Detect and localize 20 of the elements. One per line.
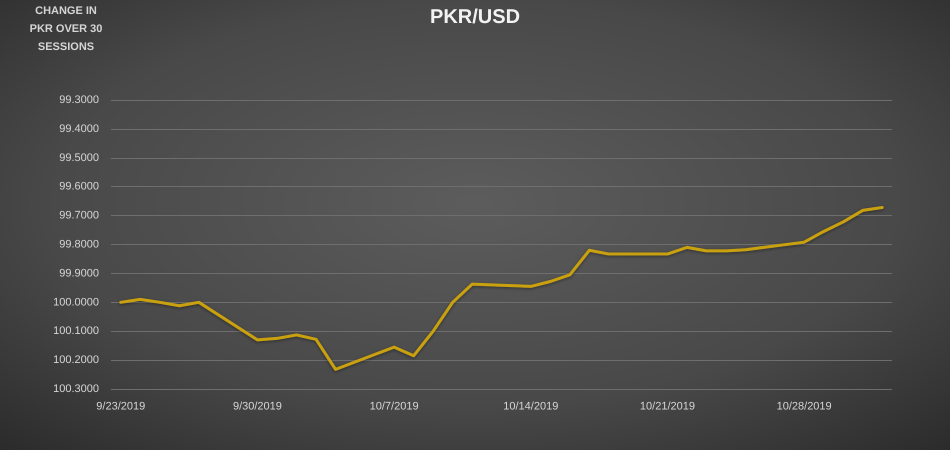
y-tick-label: 100.1000	[53, 325, 99, 338]
line-series	[119, 206, 884, 371]
y-tick-label: 99.9000	[59, 267, 99, 280]
x-tick-label: 9/23/2019	[96, 400, 146, 412]
x-tick-label: 10/7/2019	[370, 400, 419, 412]
x-tick-label: 10/28/2019	[776, 400, 832, 412]
y-tick-label: 99.6000	[59, 180, 99, 193]
y-tick-label: 99.5000	[59, 152, 99, 164]
x-tick-label: 10/21/2019	[640, 400, 695, 412]
x-tick-label: 10/14/2019	[503, 400, 558, 412]
y-tick-label: 99.7000	[59, 210, 99, 222]
x-tick-label: 9/30/2019	[232, 400, 282, 412]
chart-title: PKR/USD	[430, 6, 520, 28]
y-tick-label: 99.4000	[59, 122, 99, 135]
y-tick-label: 100.3000	[53, 383, 99, 395]
y-axis-title: CHANGE IN PKR OVER 30 SESSIONS	[30, 5, 102, 53]
y-tick-label: 99.3000	[59, 94, 99, 106]
y-tick-label: 100.2000	[53, 354, 99, 366]
y-tick-label: 99.8000	[59, 238, 99, 250]
y-tick-label: 100.0000	[53, 296, 99, 308]
